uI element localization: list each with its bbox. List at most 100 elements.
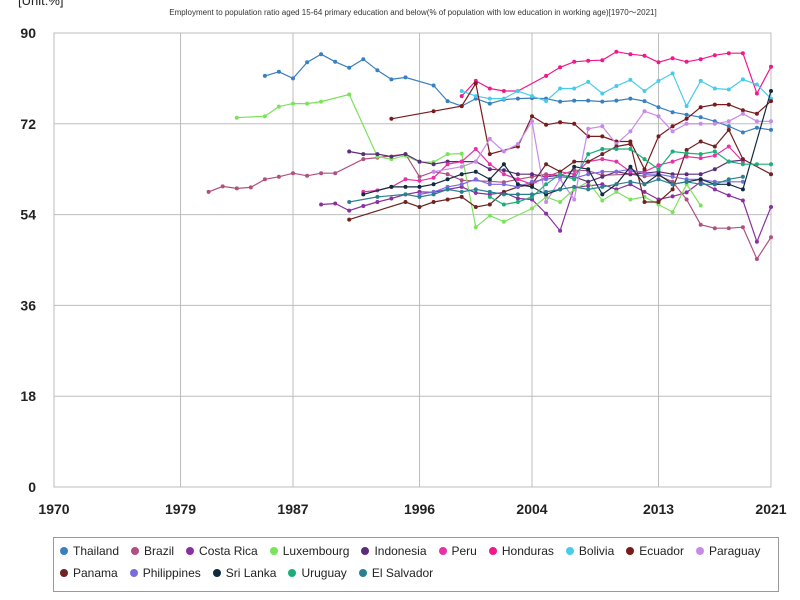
legend-label: El Salvador [371, 566, 434, 580]
data-point [684, 197, 689, 202]
data-point [769, 235, 773, 240]
legend-item: El Salvador [358, 566, 434, 580]
legend-label: Indonesia [374, 544, 427, 558]
data-point [291, 76, 295, 81]
data-point [670, 149, 675, 154]
data-point [726, 87, 731, 92]
data-point [740, 51, 745, 56]
series-line [264, 53, 772, 134]
data-point [726, 226, 731, 231]
legend-item: Bolivia [565, 544, 614, 558]
data-point [698, 172, 703, 177]
data-point [698, 105, 703, 110]
data-point [445, 172, 450, 177]
data-point [347, 200, 352, 204]
y-tick-label: 54 [20, 207, 36, 223]
data-point [459, 89, 464, 93]
data-point [333, 59, 338, 64]
data-point [572, 184, 577, 189]
data-point [544, 200, 549, 204]
series-luxembourg [234, 92, 703, 230]
data-point [206, 189, 211, 194]
data-point [698, 139, 703, 144]
data-point [726, 177, 731, 182]
x-tick-label: 2021 [755, 501, 786, 517]
data-point [487, 152, 492, 157]
legend-swatch [695, 547, 704, 555]
data-point [600, 184, 605, 189]
data-point [459, 178, 464, 183]
data-point [712, 144, 717, 149]
data-point [558, 86, 563, 91]
legend-swatch [60, 547, 68, 555]
legend-label: Paraguay [708, 544, 761, 558]
data-point [515, 196, 520, 201]
data-point [515, 96, 520, 101]
data-point [234, 115, 239, 120]
data-point [501, 149, 506, 154]
legend-swatch [212, 569, 221, 577]
series-line [363, 145, 744, 193]
data-point [600, 198, 605, 203]
data-point [684, 190, 689, 195]
data-point [684, 179, 689, 184]
data-point [769, 99, 773, 104]
data-point [375, 152, 380, 157]
data-point [459, 189, 464, 194]
data-point [291, 171, 295, 176]
data-point [712, 121, 717, 126]
data-point [586, 79, 591, 84]
data-point [473, 190, 478, 195]
data-point [614, 169, 619, 174]
legend-swatch [186, 547, 195, 555]
data-point [698, 177, 703, 182]
data-point [544, 189, 549, 194]
data-point [544, 99, 549, 104]
data-point [431, 200, 436, 204]
data-point [417, 205, 422, 209]
legend-item: Sri Lanka [212, 566, 276, 580]
data-point [572, 98, 577, 103]
x-tick-label: 1970 [38, 501, 69, 517]
data-point [769, 89, 773, 93]
data-point [600, 147, 605, 151]
data-point [726, 144, 731, 149]
data-point [530, 179, 534, 184]
data-point [572, 172, 577, 177]
data-point [628, 197, 633, 202]
data-point [487, 101, 492, 106]
data-point [740, 187, 745, 192]
data-point [361, 192, 366, 197]
legend-item: Ecuador [626, 544, 684, 558]
series-line [236, 93, 702, 229]
data-point [726, 102, 731, 107]
data-point [614, 49, 619, 54]
data-point [656, 177, 661, 182]
data-point [305, 101, 310, 106]
data-point [684, 154, 689, 159]
data-point [473, 187, 478, 192]
data-point [712, 102, 717, 107]
data-point [586, 179, 591, 184]
data-point [670, 159, 675, 164]
data-point [670, 129, 675, 134]
data-point [670, 194, 675, 199]
data-point [431, 83, 436, 88]
data-point [656, 78, 661, 83]
legend-swatch [131, 547, 140, 555]
data-point [698, 78, 703, 83]
data-point [530, 172, 534, 177]
data-point [389, 154, 394, 159]
data-point [473, 169, 478, 174]
data-point [515, 182, 520, 187]
data-point [544, 211, 549, 216]
data-point [614, 84, 619, 88]
data-point [614, 182, 619, 187]
series-line [363, 90, 772, 196]
data-point [628, 129, 633, 134]
data-point [726, 51, 731, 56]
data-point [361, 157, 366, 162]
data-point [234, 186, 239, 191]
data-point [487, 177, 492, 182]
data-point [431, 162, 436, 167]
